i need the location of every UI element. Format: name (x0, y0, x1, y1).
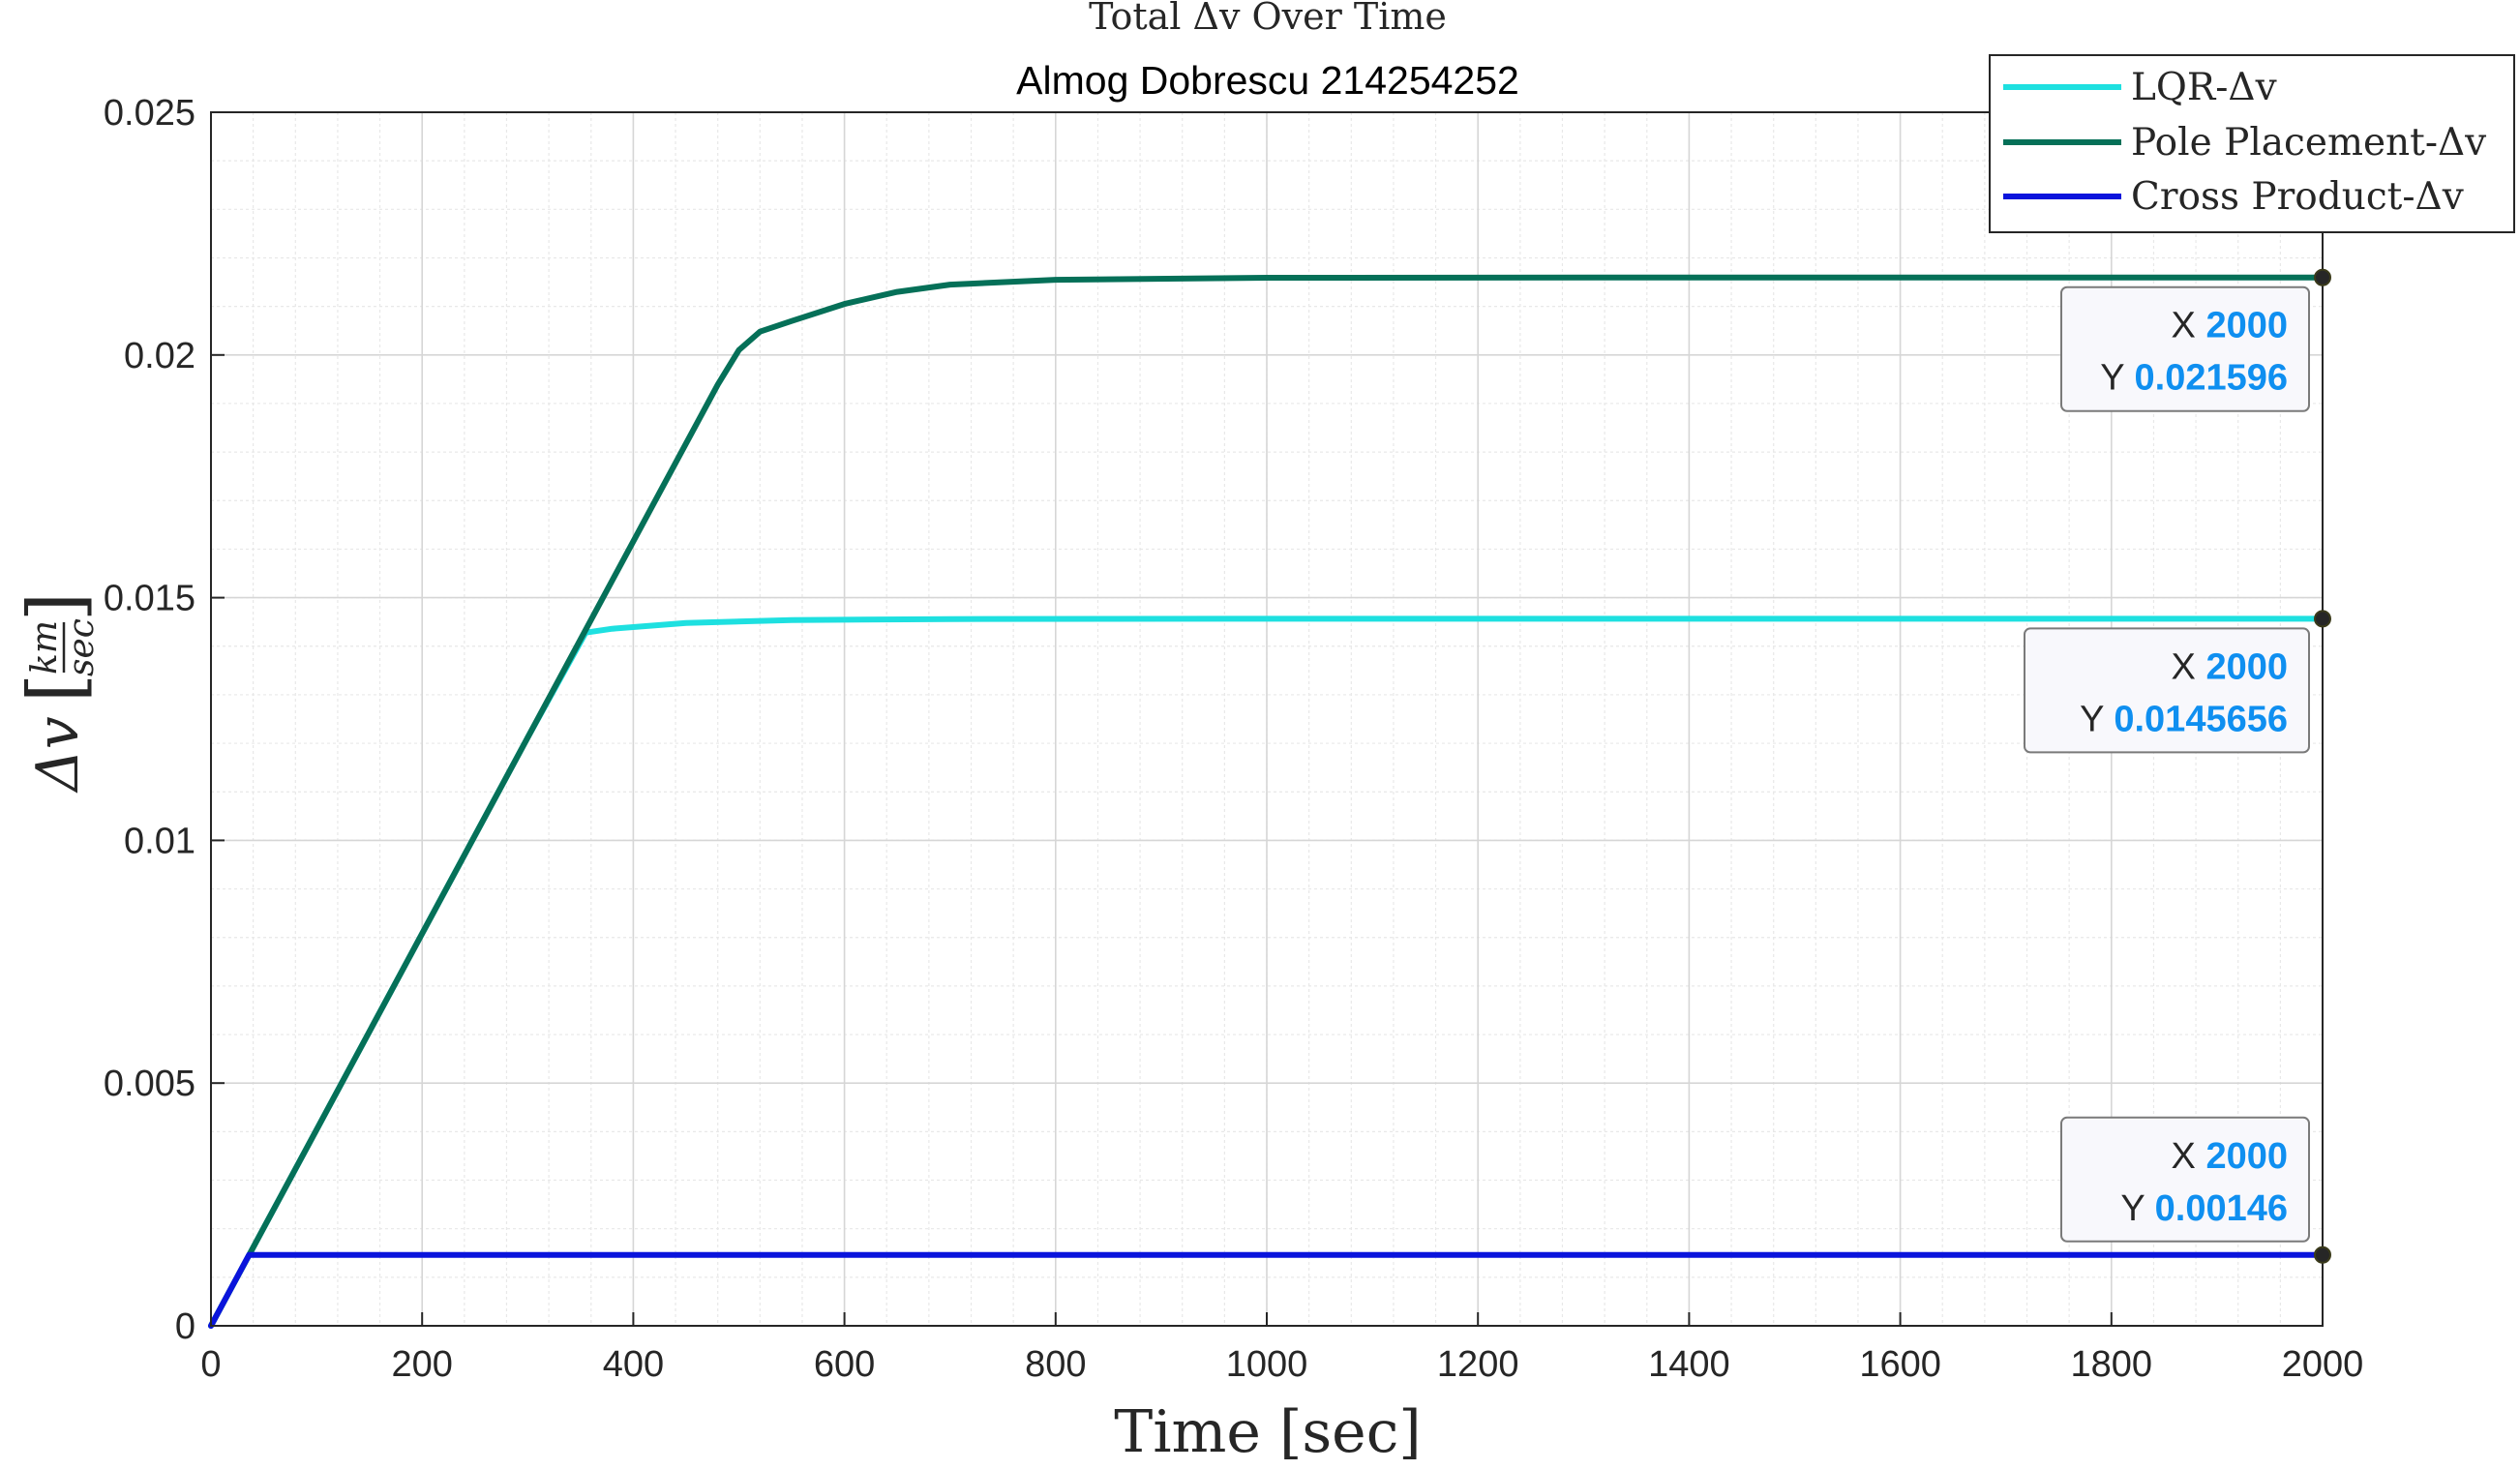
legend-label-pole-placement: Pole Placement-Δv (2131, 121, 2486, 165)
datatip-y-row: Y 0.0145656 (2080, 699, 2288, 739)
datatips: X 2000 Y 0.021596 X 2000 Y 0.0145656 X 2000 Y… (2024, 268, 2331, 1264)
x-tick-label: 1600 (1859, 1344, 1941, 1385)
y-axis-bracket-right: ] (13, 592, 100, 621)
y-tick-label: 0.02 (124, 336, 195, 376)
y-tick-label: 0.015 (104, 579, 195, 619)
datatip-x-value: 2000 (2205, 646, 2288, 687)
legend-label-cross-product: Cross Product-Δv (2131, 175, 2464, 219)
datatip-y-label: Y (2120, 1188, 2154, 1229)
x-axis-label: Time [sec] (1114, 1398, 1421, 1466)
datatip-x-row: X 2000 (2172, 646, 2288, 687)
series-line-cross-product (208, 1251, 2325, 1329)
datatip-y-label: Y (2100, 358, 2134, 399)
y-tick-label: 0.025 (104, 93, 195, 134)
x-tick-label: 600 (814, 1344, 875, 1385)
x-tick-label: 800 (1025, 1344, 1086, 1385)
datatip-marker (2314, 268, 2331, 286)
x-tick-label: 1400 (1648, 1344, 1730, 1385)
y-tick-label: 0.005 (104, 1064, 195, 1104)
datatip-y-row: Y 0.021596 (2100, 358, 2288, 399)
x-tick-label: 200 (391, 1344, 452, 1385)
datatip-y-label: Y (2080, 699, 2114, 739)
datatip-marker (2314, 610, 2331, 628)
x-tick-label: 0 (200, 1344, 221, 1385)
chart-subtitle: Almog Dobrescu 214254252 (1016, 58, 1519, 103)
y-tick-label: 0 (175, 1306, 195, 1347)
datatip-box (2060, 1116, 2310, 1243)
x-tick-label: 1800 (2071, 1344, 2153, 1385)
chart-title: Total Δv Over Time (1089, 0, 1447, 38)
datatip[interactable]: X 2000 Y 0.00146 (2060, 1116, 2331, 1264)
datatip-x-label: X (2172, 646, 2206, 687)
datatip-y-value: 0.00146 (2155, 1188, 2288, 1229)
y-axis-bracket-left: [ (13, 674, 100, 703)
datatip-x-label: X (2172, 306, 2206, 346)
y-axis-unit-denominator: sec (62, 618, 102, 676)
datatip-x-value: 2000 (2205, 306, 2288, 346)
datatip[interactable]: X 2000 Y 0.0145656 (2024, 610, 2331, 754)
legend-label-lqr: LQR-Δv (2131, 66, 2277, 109)
series-layer (208, 274, 2325, 1329)
x-tick-label: 400 (603, 1344, 664, 1385)
series-line-pole-placement (208, 274, 2325, 1329)
datatip-box (2060, 285, 2310, 412)
y-axis-unit-numerator: km (25, 620, 65, 675)
datatip-y-value: 0.0145656 (2114, 699, 2288, 739)
datatip[interactable]: X 2000 Y 0.021596 (2060, 268, 2331, 412)
x-tick-label: 2000 (2282, 1344, 2364, 1385)
datatip-y-value: 0.021596 (2135, 358, 2289, 399)
datatip-y-row: Y 0.00146 (2120, 1188, 2288, 1229)
datatip-x-label: X (2172, 1136, 2206, 1177)
datatip-x-value: 2000 (2205, 1136, 2288, 1177)
datatip-marker (2314, 1245, 2331, 1264)
x-tick-label: 1000 (1226, 1344, 1308, 1385)
y-axis-label-symbol: Δv (24, 716, 92, 793)
y-tick-label: 0.01 (124, 821, 195, 861)
axis-ticks: 0 200 400 600 800 1000 1200 1400 1600 1800 2000 0 0.… (104, 93, 2363, 1385)
x-tick-label: 1200 (1437, 1344, 1519, 1385)
legend: LQR-Δv Pole Placement-Δv Cross Product-Δ… (1989, 54, 2515, 233)
datatip-x-row: X 2000 (2172, 306, 2288, 346)
datatip-x-row: X 2000 (2172, 1136, 2288, 1177)
datatip-box (2024, 627, 2310, 754)
y-axis-label: Δv [ km sec ] (13, 592, 102, 794)
